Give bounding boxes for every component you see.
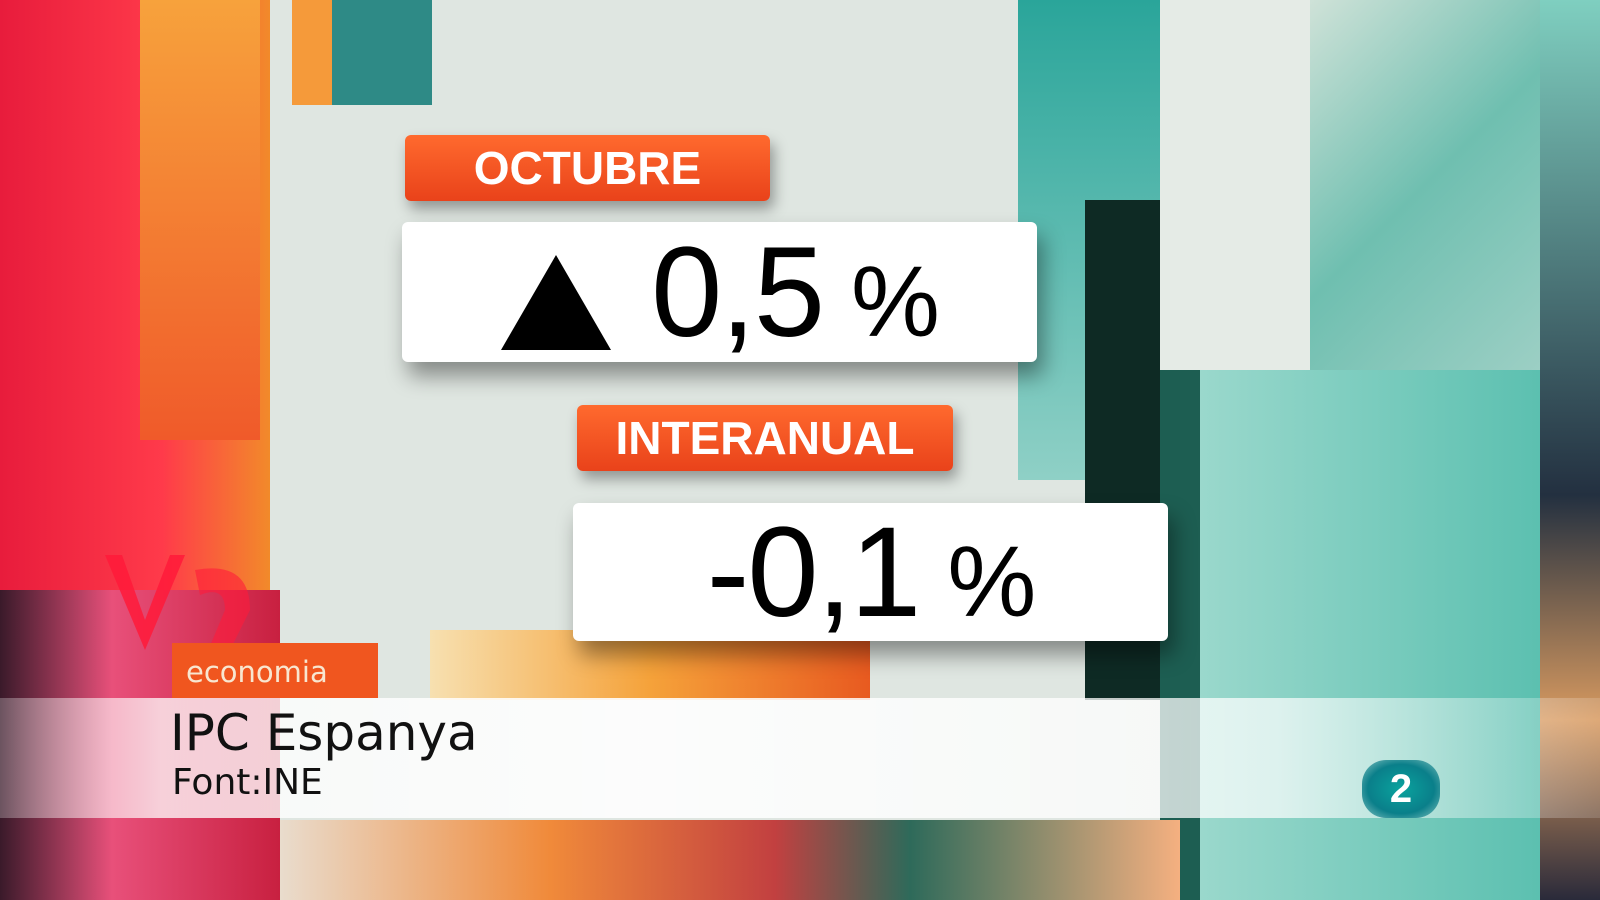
channel-2-logo: 2 — [1362, 760, 1440, 818]
monthly-percent: % — [851, 245, 940, 358]
lower-third-bar — [0, 698, 1600, 818]
monthly-value-box: 0,5 % — [402, 221, 1037, 364]
up-triangle-icon — [501, 254, 612, 350]
headline: IPC Espanya — [170, 704, 478, 762]
section-tag: economia — [172, 643, 378, 698]
annual-percent: % — [947, 525, 1036, 638]
interanual-label: INTERANUAL — [577, 405, 953, 471]
channel-v-logo — [105, 555, 250, 670]
octubre-label: OCTUBRE — [405, 135, 770, 201]
monthly-value: 0,5 — [651, 220, 825, 364]
annual-value-box: -0,1 % — [573, 501, 1168, 644]
annual-value: -0,1 — [706, 500, 922, 644]
source-text: Font:INE — [172, 762, 323, 803]
